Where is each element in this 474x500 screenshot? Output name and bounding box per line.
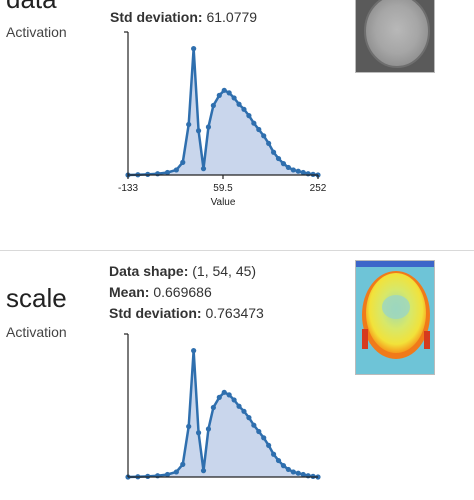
histogram-point — [236, 101, 242, 107]
section-subtitle-scale: Activation — [6, 324, 67, 340]
histogram-point — [200, 468, 207, 474]
histogram-point — [256, 428, 262, 435]
histogram-point — [266, 140, 272, 147]
histogram-point — [180, 461, 186, 467]
histogram-point — [210, 102, 216, 109]
histogram-point — [290, 469, 296, 475]
histogram-chart-scale — [124, 333, 321, 480]
histogram-point — [236, 403, 242, 409]
histogram-point — [241, 408, 247, 414]
histogram-point — [210, 404, 216, 411]
histogram-point — [186, 423, 192, 430]
histogram-chart-data: -133 59.5 252 Value — [118, 31, 327, 208]
histogram-point — [285, 466, 291, 473]
histogram-point — [231, 397, 237, 403]
histogram-point — [246, 415, 252, 421]
histogram-point — [216, 394, 222, 400]
histogram-line — [127, 350, 319, 479]
histogram-point — [231, 95, 237, 101]
histogram-point — [200, 166, 207, 172]
histogram-point — [180, 159, 186, 165]
stat-mean: Mean: 0.669686 — [109, 284, 212, 300]
grayscale-brain-thumbnail — [355, 0, 435, 73]
histogram-point — [145, 473, 151, 479]
histogram-point — [173, 469, 179, 475]
histogram-point — [241, 106, 247, 112]
histogram-point — [216, 92, 222, 98]
histogram-point — [173, 167, 179, 173]
histogram-point — [266, 442, 272, 449]
histogram-point — [280, 161, 287, 167]
heatmap-brain-thumbnail — [355, 260, 435, 375]
brain-heatmap-icon — [356, 261, 434, 374]
histogram-point — [221, 389, 227, 395]
histogram-point — [261, 133, 267, 139]
histogram-point — [261, 435, 267, 441]
histogram-point — [226, 90, 232, 96]
histogram-point — [295, 470, 301, 476]
histogram-line — [127, 48, 319, 177]
histogram-point — [290, 167, 296, 173]
histogram-point — [226, 392, 232, 398]
section-title-data: data — [6, 0, 57, 15]
stat-std-deviation: Std deviation: 0.763473 — [109, 305, 264, 321]
section-divider — [0, 250, 474, 251]
histogram-point — [310, 171, 316, 177]
x-tick-label: 59.5 — [213, 183, 233, 194]
histogram-point — [221, 87, 227, 93]
histogram-point — [275, 155, 282, 162]
histogram-point — [285, 164, 291, 171]
x-tick-label: -133 — [118, 183, 138, 194]
histogram-point — [270, 149, 277, 155]
histogram-point — [145, 171, 151, 177]
histogram-point — [164, 471, 171, 478]
histogram-point — [295, 168, 301, 174]
histogram-point — [246, 113, 252, 119]
histogram-point — [195, 128, 202, 134]
stat-std-deviation: Std deviation: 61.0779 — [110, 9, 258, 25]
section-title-scale: scale — [6, 283, 67, 313]
histogram-point — [280, 463, 287, 469]
histogram-point — [186, 121, 192, 128]
histogram-point — [251, 422, 257, 428]
histogram-point — [164, 169, 171, 176]
histogram-point — [300, 471, 306, 478]
histogram-point — [256, 126, 262, 133]
histogram-point — [191, 348, 197, 354]
histogram-area — [128, 350, 318, 477]
x-tick-label: 252 — [310, 183, 327, 194]
histogram-point — [275, 457, 282, 464]
histogram-point — [205, 124, 212, 130]
histogram-area — [128, 48, 318, 175]
histogram-point — [191, 46, 197, 52]
histogram-point — [270, 451, 277, 457]
histogram-point — [195, 430, 202, 436]
histogram-point — [251, 120, 257, 126]
section-subtitle-data: Activation — [6, 24, 67, 40]
histogram-point — [300, 169, 306, 176]
x-axis-label: Value — [211, 197, 236, 208]
stat-data-shape: Data shape: (1, 54, 45) — [109, 263, 257, 279]
brain-slice-icon — [356, 0, 434, 72]
histogram-point — [310, 473, 316, 479]
histogram-point — [205, 426, 212, 432]
